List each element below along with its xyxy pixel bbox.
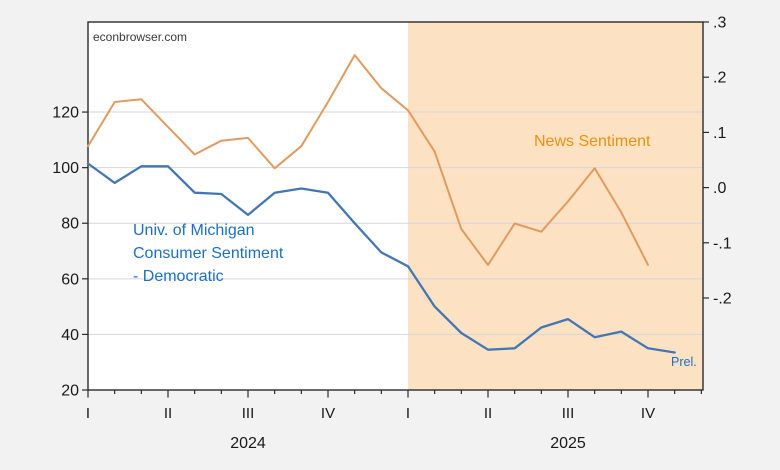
right-axis-tick-label: .3	[713, 15, 726, 32]
x-axis-quarter-label: IV	[321, 405, 335, 422]
umich-label-line2: Consumer Sentiment	[133, 245, 284, 262]
right-axis-tick-label: -.2	[713, 290, 732, 307]
right-axis-tick-label: -.1	[713, 235, 732, 252]
left-axis-tick-label: 60	[61, 271, 79, 288]
news-series-label: News Sentiment	[534, 133, 651, 150]
umich-series-label: Univ. of Michigan Consumer Sentiment - D…	[133, 219, 283, 288]
plot-border	[87, 21, 704, 391]
left-axis-tick-label: 100	[52, 160, 79, 177]
x-axis-quarter-label: I	[406, 405, 410, 422]
x-axis-year-label: 2024	[230, 435, 266, 452]
x-axis-quarter-label: I	[86, 405, 90, 422]
right-axis-tick-label: .0	[713, 180, 726, 197]
x-axis-quarter-label: III	[242, 405, 255, 422]
umich-sentiment-line	[86, 162, 676, 354]
right-axis-tick-label: .1	[713, 125, 726, 142]
prelim-label: Prel.	[671, 355, 697, 369]
x-axis-quarter-label: II	[484, 405, 492, 422]
x-axis-quarter-label: II	[164, 405, 172, 422]
right-axis-tick-label: .2	[713, 70, 726, 87]
left-axis-tick-label: 20	[61, 383, 79, 400]
x-axis-quarter-label: III	[562, 405, 575, 422]
left-axis-tick-label: 80	[61, 216, 79, 233]
x-axis-quarter-label: IV	[641, 405, 655, 422]
news-sentiment-line	[87, 54, 649, 266]
left-axis-tick-label: 40	[61, 327, 79, 344]
umich-label-line1: Univ. of Michigan	[133, 222, 255, 239]
watermark: econbrowser.com	[93, 30, 188, 44]
left-axis-tick-label: 120	[52, 105, 79, 122]
x-axis-year-label: 2025	[550, 435, 586, 452]
umich-label-line3: - Democratic	[133, 268, 224, 285]
